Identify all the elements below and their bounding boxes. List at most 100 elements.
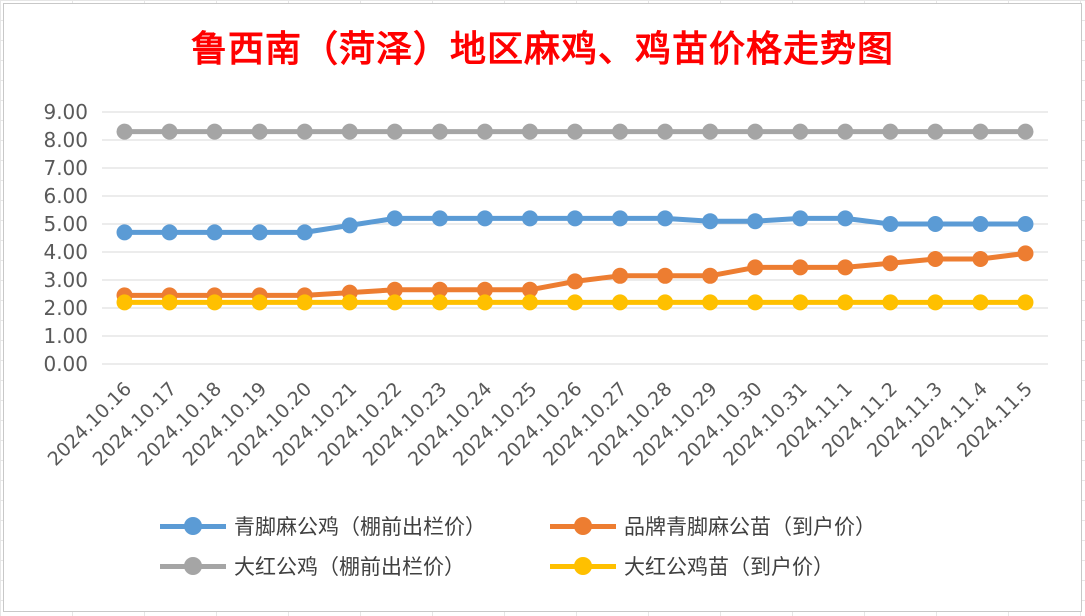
data-point [521, 281, 538, 298]
data-point [972, 216, 989, 232]
data-point [612, 267, 629, 284]
data-point [567, 294, 583, 311]
data-point [521, 210, 538, 227]
data-point [341, 217, 358, 234]
data-point [972, 251, 989, 267]
legend-label: 青脚麻公鸡（棚前出栏价） [234, 515, 486, 539]
data-point [657, 294, 674, 311]
y-tick-label: 2.00 [43, 296, 88, 320]
data-point [837, 210, 854, 227]
legend-item-series-4[interactable]: 大红公鸡苗（到户价） [550, 552, 940, 580]
data-point [251, 123, 268, 140]
legend: 青脚麻公鸡（棚前出栏价） 品牌青脚麻公苗（到户价） 大红公鸡（棚前出栏价） 大红… [160, 512, 940, 580]
y-tick-label: 7.00 [43, 156, 88, 180]
y-tick-label: 1.00 [43, 324, 88, 348]
data-point [431, 210, 448, 227]
data-point [521, 123, 538, 140]
legend-item-series-2[interactable]: 品牌青脚麻公苗（到户价） [550, 512, 940, 540]
y-tick-label: 4.00 [43, 240, 88, 264]
data-point [972, 123, 989, 140]
data-point [386, 210, 403, 227]
data-point [882, 294, 899, 311]
legend-label: 大红公鸡（棚前出栏价） [234, 555, 465, 579]
data-point [612, 123, 629, 140]
series-1 [116, 210, 1034, 241]
legend-label: 大红公鸡苗（到户价） [624, 555, 834, 579]
data-point [747, 213, 764, 230]
data-point [161, 224, 178, 241]
y-tick-label: 6.00 [43, 184, 88, 208]
data-point [927, 216, 944, 232]
legend-label: 品牌青脚麻公苗（到户价） [624, 515, 876, 539]
data-point [837, 259, 854, 276]
data-point [431, 281, 448, 298]
data-point [116, 294, 133, 311]
series-4 [116, 294, 1034, 311]
data-point [882, 123, 899, 140]
data-point [927, 123, 944, 140]
data-point [431, 123, 448, 140]
legend-marker-icon [550, 552, 616, 580]
data-point [702, 294, 719, 311]
series-3 [116, 123, 1034, 140]
data-point [1017, 216, 1034, 232]
data-point [702, 213, 719, 230]
data-point [972, 294, 989, 311]
data-point [521, 294, 538, 311]
data-point [206, 123, 223, 140]
data-point [567, 273, 583, 290]
data-point [251, 224, 268, 241]
data-point [1017, 294, 1034, 311]
data-point [567, 210, 583, 227]
data-point [431, 294, 448, 311]
gridlines [102, 111, 1048, 365]
data-point [792, 123, 809, 140]
data-point [161, 123, 178, 140]
data-point [251, 294, 268, 311]
data-point [657, 123, 674, 140]
data-point [747, 123, 764, 140]
y-tick-label: 5.00 [43, 212, 88, 236]
data-point [747, 294, 764, 311]
data-point [296, 294, 313, 311]
data-point [657, 210, 674, 227]
series-layer [116, 123, 1034, 311]
data-point [612, 210, 629, 227]
data-point [882, 255, 899, 272]
data-point [341, 294, 358, 311]
data-point [837, 294, 854, 311]
data-point [476, 281, 493, 298]
y-axis-ticks: 0.00 1.00 2.00 3.00 4.00 5.00 6.00 7.00 8.00 9.00 [43, 100, 88, 376]
data-point [476, 294, 493, 311]
data-point [116, 224, 133, 241]
data-point [386, 123, 403, 140]
data-point [341, 123, 358, 140]
y-tick-label: 3.00 [43, 268, 88, 292]
legend-marker-icon [160, 552, 226, 580]
data-point [386, 281, 403, 298]
data-point [206, 294, 223, 311]
data-point [161, 294, 178, 311]
data-point [1017, 123, 1034, 140]
data-point [386, 294, 403, 311]
chart-title: 鲁西南（菏泽）地区麻鸡、鸡苗价格走势图 [190, 28, 894, 70]
legend-marker-icon [550, 512, 616, 540]
legend-item-series-3[interactable]: 大红公鸡（棚前出栏价） [160, 552, 550, 580]
data-point [792, 294, 809, 311]
data-point [296, 123, 313, 140]
data-point [116, 123, 133, 140]
data-point [702, 267, 719, 284]
x-axis-ticks: 2024.10.162024.10.172024.10.182024.10.19… [44, 378, 1037, 470]
legend-item-series-1[interactable]: 青脚麻公鸡（棚前出栏价） [160, 512, 550, 540]
data-point [612, 294, 629, 311]
data-point [882, 216, 899, 232]
data-point [927, 251, 944, 267]
data-point [296, 224, 313, 241]
y-tick-label: 9.00 [43, 100, 88, 124]
data-point [476, 210, 493, 227]
data-point [747, 259, 764, 276]
legend-marker-icon [160, 512, 226, 540]
y-tick-label: 0.00 [43, 352, 88, 376]
y-tick-label: 8.00 [43, 128, 88, 152]
